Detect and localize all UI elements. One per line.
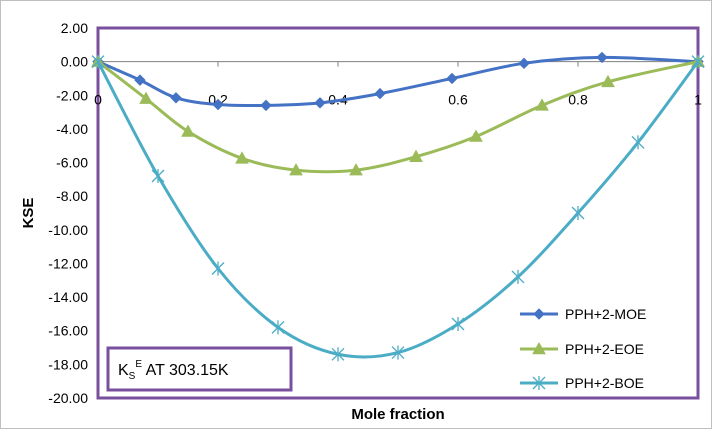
x-tick-label: 0.8 bbox=[568, 92, 588, 108]
x-tick-label: 0.6 bbox=[448, 92, 468, 108]
annotation-sup: E bbox=[135, 359, 142, 370]
series-triangle bbox=[91, 54, 705, 176]
x-tick-label: 0 bbox=[94, 92, 102, 108]
annotation-label: KSE AT 303.15K bbox=[118, 359, 229, 382]
x-axis-title: Mole fraction bbox=[351, 406, 444, 423]
data-point bbox=[601, 74, 615, 88]
data-point bbox=[260, 99, 272, 112]
legend-label: PPH+2-EOE bbox=[565, 341, 644, 357]
legend-label: PPH+2-BOE bbox=[565, 375, 644, 391]
data-point bbox=[691, 54, 705, 69]
data-point bbox=[181, 124, 195, 137]
data-point bbox=[571, 206, 585, 220]
y-tick-label: 0.00 bbox=[61, 54, 88, 70]
data-point bbox=[235, 151, 249, 164]
y-tick-label: -20.00 bbox=[48, 390, 88, 406]
y-tick-label: -2.00 bbox=[56, 87, 88, 103]
annotation-box: KSE AT 303.15K bbox=[106, 346, 293, 392]
legend-entry: PPH+2-EOE bbox=[520, 341, 644, 357]
data-point bbox=[391, 345, 405, 360]
data-point bbox=[331, 347, 345, 362]
data-point bbox=[535, 98, 549, 111]
legend-entry: PPH+2-MOE bbox=[520, 306, 646, 322]
data-point bbox=[469, 129, 483, 142]
plot-area bbox=[96, 26, 700, 400]
data-point bbox=[314, 97, 326, 109]
series-star bbox=[91, 54, 705, 362]
data-point bbox=[446, 72, 458, 85]
x-tick-label: 1 bbox=[694, 92, 702, 108]
legend: PPH+2-MOE PPH+2-EOE PPH+2-BOE bbox=[520, 306, 646, 391]
data-point bbox=[289, 163, 303, 176]
y-tick-label: -10.00 bbox=[48, 222, 88, 238]
legend-entry: PPH+2-BOE bbox=[520, 375, 644, 391]
data-point bbox=[91, 54, 105, 69]
data-point bbox=[409, 149, 423, 162]
y-tick-label: -4.00 bbox=[56, 121, 88, 137]
data-point bbox=[134, 74, 146, 86]
annotation-sub: S bbox=[129, 371, 136, 382]
y-tick-label: -18.00 bbox=[48, 356, 88, 372]
annotation-main: K bbox=[118, 362, 129, 379]
data-point bbox=[212, 98, 224, 111]
data-point bbox=[631, 135, 645, 150]
data-point bbox=[451, 317, 465, 331]
legend-swatch-marker bbox=[533, 308, 545, 320]
data-point bbox=[511, 269, 525, 284]
legend-swatch-marker bbox=[532, 341, 546, 355]
series-line bbox=[97, 55, 699, 108]
annotation-rest: AT 303.15K bbox=[142, 362, 229, 379]
y-tick-label: -12.00 bbox=[48, 255, 88, 271]
data-point bbox=[211, 261, 225, 276]
legend-swatch-marker bbox=[532, 376, 546, 390]
y-axis-title: KSE bbox=[20, 198, 37, 229]
data-point bbox=[596, 51, 608, 64]
y-tick-label: -6.00 bbox=[56, 155, 88, 171]
data-point bbox=[170, 92, 182, 104]
y-tick-label: -16.00 bbox=[48, 323, 88, 339]
data-point bbox=[139, 91, 153, 104]
y-axis-ticks: 2.00 0.00 -2.00 -4.00 -6.00 -8.00 -10.00 -12.00… bbox=[48, 20, 88, 406]
series-line bbox=[97, 60, 699, 174]
data-point bbox=[518, 57, 530, 70]
series-layer bbox=[91, 51, 705, 362]
data-point bbox=[374, 87, 386, 100]
data-point bbox=[349, 163, 363, 176]
y-tick-label: -14.00 bbox=[48, 289, 88, 305]
y-tick-label: -8.00 bbox=[56, 188, 88, 204]
data-point bbox=[271, 320, 285, 335]
annotation-frame bbox=[106, 346, 293, 392]
data-point bbox=[151, 169, 165, 183]
y-tick-label: 2.00 bbox=[61, 20, 88, 36]
legend-label: PPH+2-MOE bbox=[565, 306, 646, 322]
